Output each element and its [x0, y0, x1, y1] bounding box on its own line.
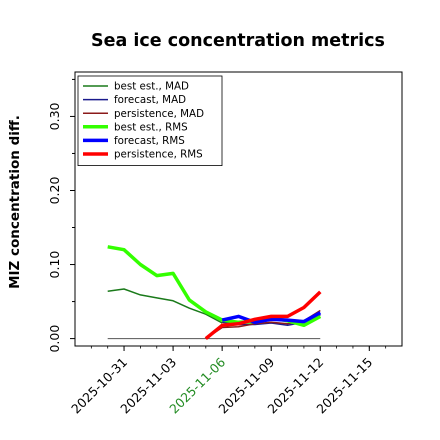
y-tick-label: 0.00: [47, 325, 62, 353]
chart-title: Sea ice concentration metrics: [91, 31, 385, 51]
legend-label-4: best est., RMS: [114, 121, 188, 133]
legend-label-5: forecast, RMS: [114, 135, 185, 147]
legend-label-6: persistence, RMS: [114, 149, 203, 161]
legend-label-2: forecast, MAD: [114, 94, 186, 106]
legend-label-1: best est., MAD: [114, 81, 189, 93]
legend-label-3: persistence, MAD: [114, 108, 204, 120]
series-line-1: [107, 288, 223, 324]
series-line-6: [204, 290, 322, 340]
y-tick-label: 0.30: [47, 102, 62, 130]
y-tick-label: 0.20: [47, 177, 62, 205]
series-line-5: [221, 311, 322, 325]
plot-frame: [74, 71, 403, 347]
y-tick-label: 0.10: [47, 251, 62, 279]
series-line-4: [107, 245, 322, 328]
y-axis-label: MIZ concentration diff.: [7, 115, 23, 289]
legend-box: [77, 75, 223, 166]
